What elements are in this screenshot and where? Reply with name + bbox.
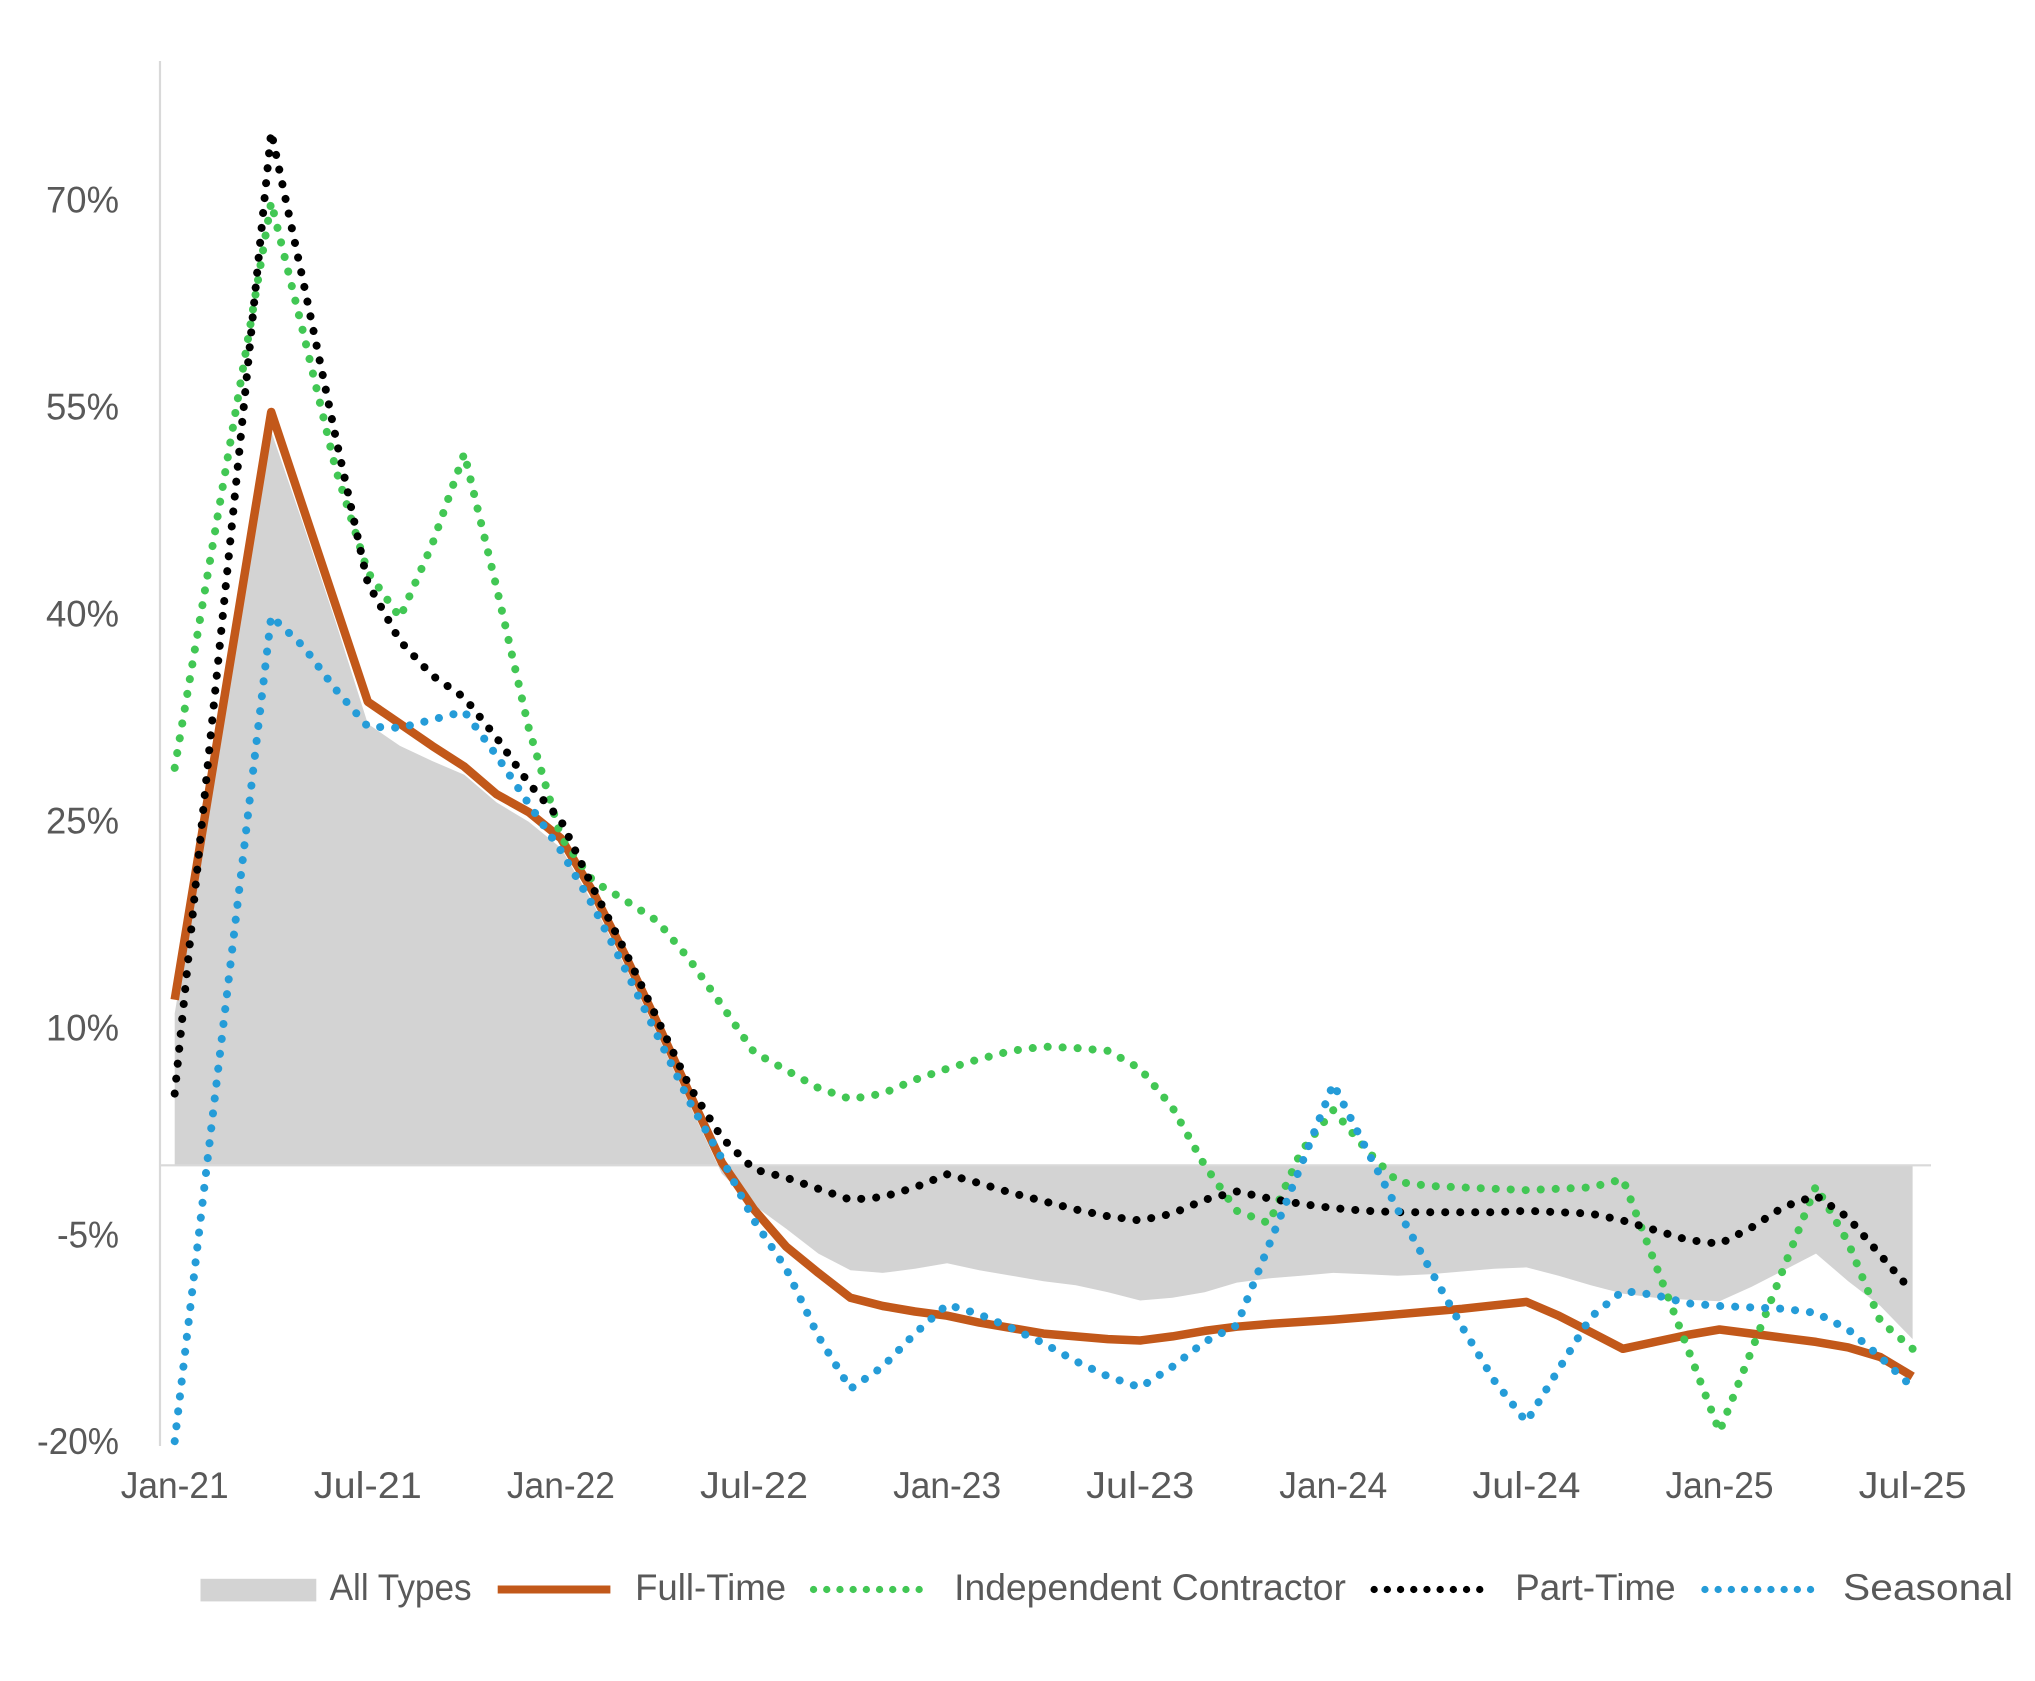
svg-text:10%: 10% (46, 1006, 119, 1048)
svg-text:Jan-21: Jan-21 (121, 1464, 229, 1506)
svg-text:Seasonal: Seasonal (1843, 1566, 2013, 1608)
svg-text:Jul-24: Jul-24 (1472, 1464, 1580, 1506)
svg-text:70%: 70% (46, 179, 119, 221)
svg-text:-20%: -20% (37, 1420, 119, 1462)
svg-text:Jan-25: Jan-25 (1666, 1464, 1774, 1506)
svg-text:Jan-24: Jan-24 (1279, 1464, 1387, 1506)
svg-text:Part-Time: Part-Time (1515, 1566, 1676, 1608)
svg-text:25%: 25% (46, 799, 119, 841)
svg-text:Full-Time: Full-Time (635, 1566, 786, 1608)
svg-text:Jan-23: Jan-23 (893, 1464, 1001, 1506)
svg-text:All Types: All Types (330, 1566, 472, 1608)
svg-text:Jul-22: Jul-22 (700, 1464, 808, 1506)
svg-text:Jul-23: Jul-23 (1086, 1464, 1194, 1506)
svg-text:Jul-25: Jul-25 (1859, 1464, 1967, 1506)
svg-text:Independent Contractor: Independent Contractor (954, 1566, 1346, 1608)
svg-text:Jul-21: Jul-21 (314, 1464, 422, 1506)
svg-text:-5%: -5% (57, 1213, 119, 1255)
svg-text:55%: 55% (46, 386, 119, 428)
svg-text:40%: 40% (46, 592, 119, 634)
svg-text:Jan-22: Jan-22 (507, 1464, 615, 1506)
